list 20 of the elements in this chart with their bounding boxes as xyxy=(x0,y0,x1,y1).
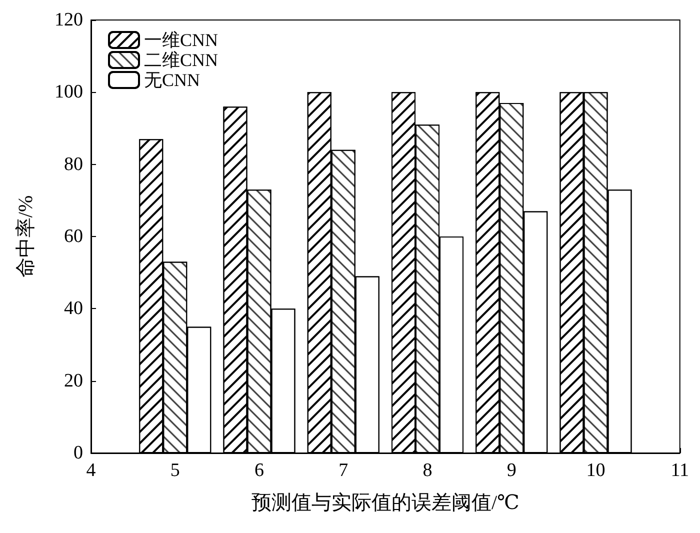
y-tick-label: 100 xyxy=(54,82,83,103)
legend-label: 无CNN xyxy=(144,70,200,90)
legend-label: 二维CNN xyxy=(144,50,218,70)
x-axis-title: 预测值与实际值的误差阈值/℃ xyxy=(251,492,520,514)
y-tick-label: 80 xyxy=(64,154,83,175)
legend-label: 一维CNN xyxy=(144,30,218,50)
y-tick-label: 120 xyxy=(54,10,83,30)
y-tick-label: 60 xyxy=(64,226,83,247)
y-tick-label: 20 xyxy=(64,370,83,392)
x-tick-label: 5 xyxy=(170,460,180,481)
x-tick-label: 4 xyxy=(86,460,96,481)
x-tick-label: 9 xyxy=(506,460,516,481)
x-tick-label: 11 xyxy=(670,460,689,481)
x-tick-label: 8 xyxy=(422,460,432,481)
x-tick-label: 10 xyxy=(586,460,606,481)
x-tick-label: 7 xyxy=(338,460,348,481)
y-tick-label: 0 xyxy=(74,442,83,464)
x-tick-label: 6 xyxy=(254,460,264,481)
y-tick-label: 40 xyxy=(64,298,83,320)
y-axis-title: 命中率/% xyxy=(15,195,37,278)
